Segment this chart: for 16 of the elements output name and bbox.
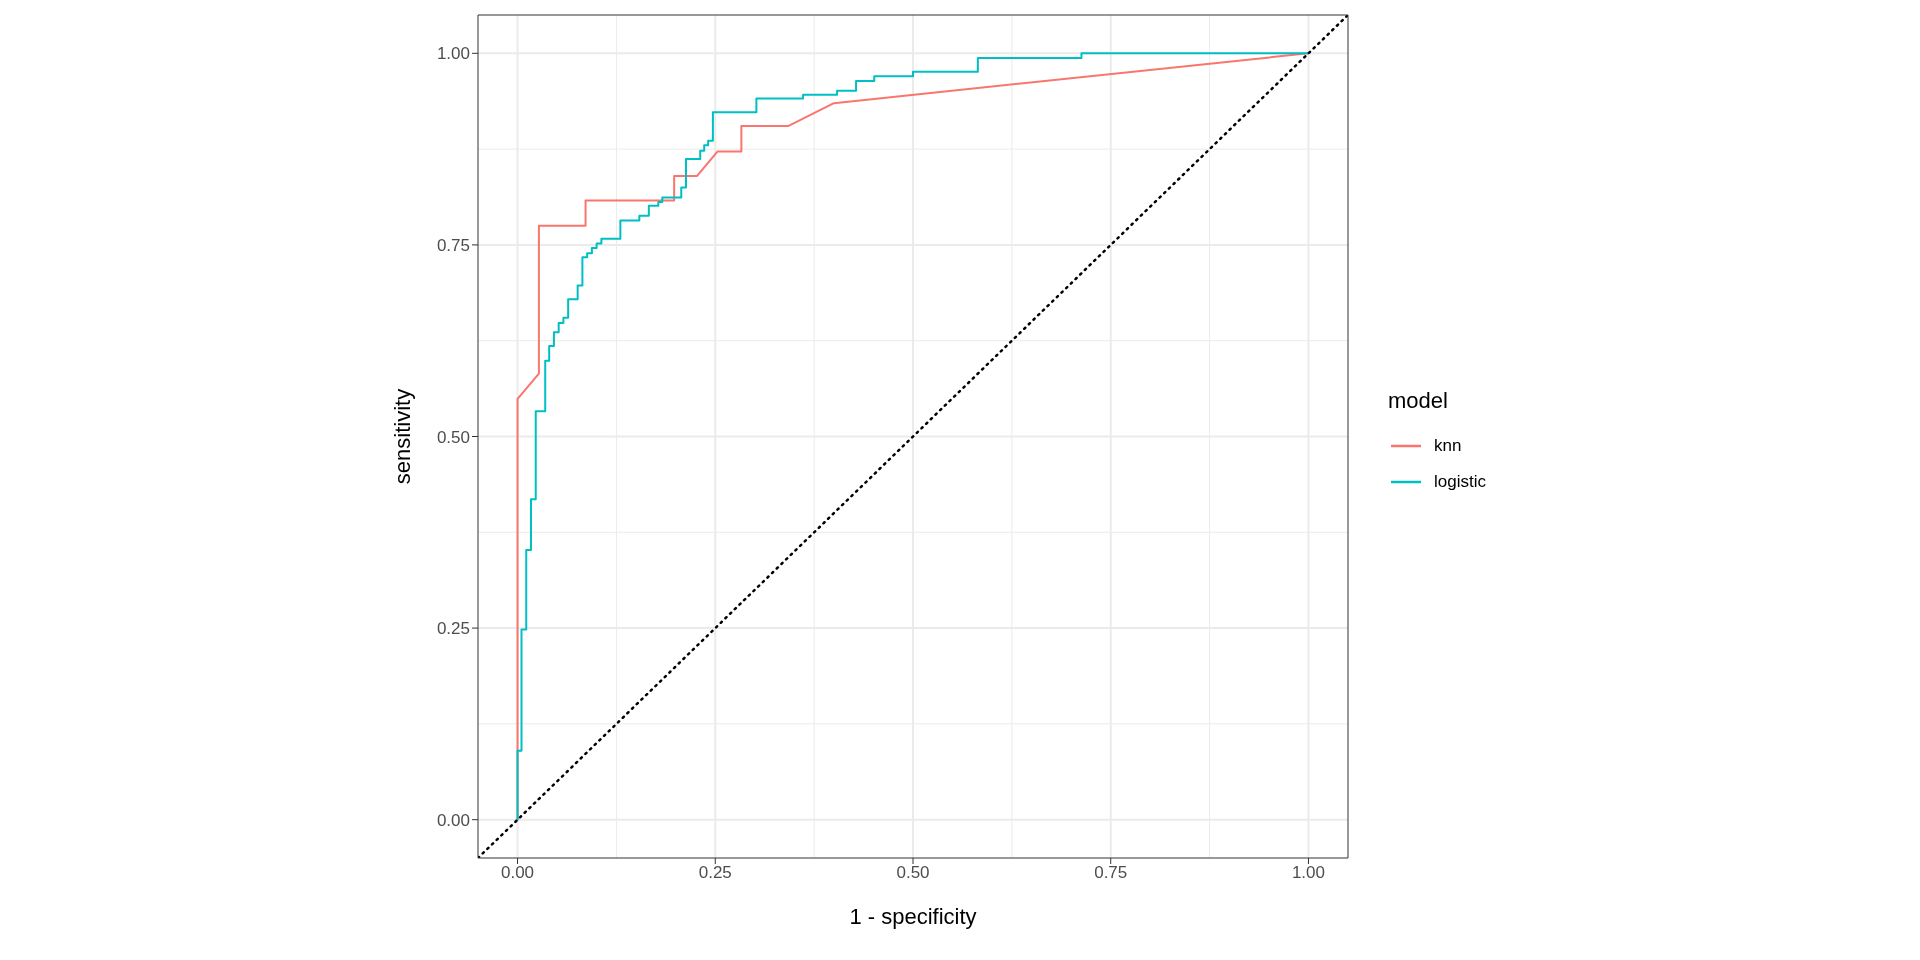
y-axis-title: sensitivity [389,388,415,485]
y-tick-label: 0.00 [436,810,470,830]
x-axis-title: 1 - specificity [849,904,977,929]
legend-label: logistic [1434,472,1486,492]
line-series [516,52,1310,821]
y-tick-label: 1.00 [436,44,470,64]
legend-label: knn [1434,436,1462,456]
legend-title: model [1388,388,1449,414]
x-tick-label: 0.25 [698,863,732,883]
x-tick-label: 0.75 [1094,863,1128,883]
x-tick-label: 1.00 [1291,863,1325,883]
x-tick-label: 0.50 [896,863,930,883]
y-tick-label: 0.25 [436,619,470,639]
y-tick-label: 0.75 [436,235,470,255]
x-tick-label: 0.00 [501,863,535,883]
y-tick-label: 0.50 [436,427,470,447]
